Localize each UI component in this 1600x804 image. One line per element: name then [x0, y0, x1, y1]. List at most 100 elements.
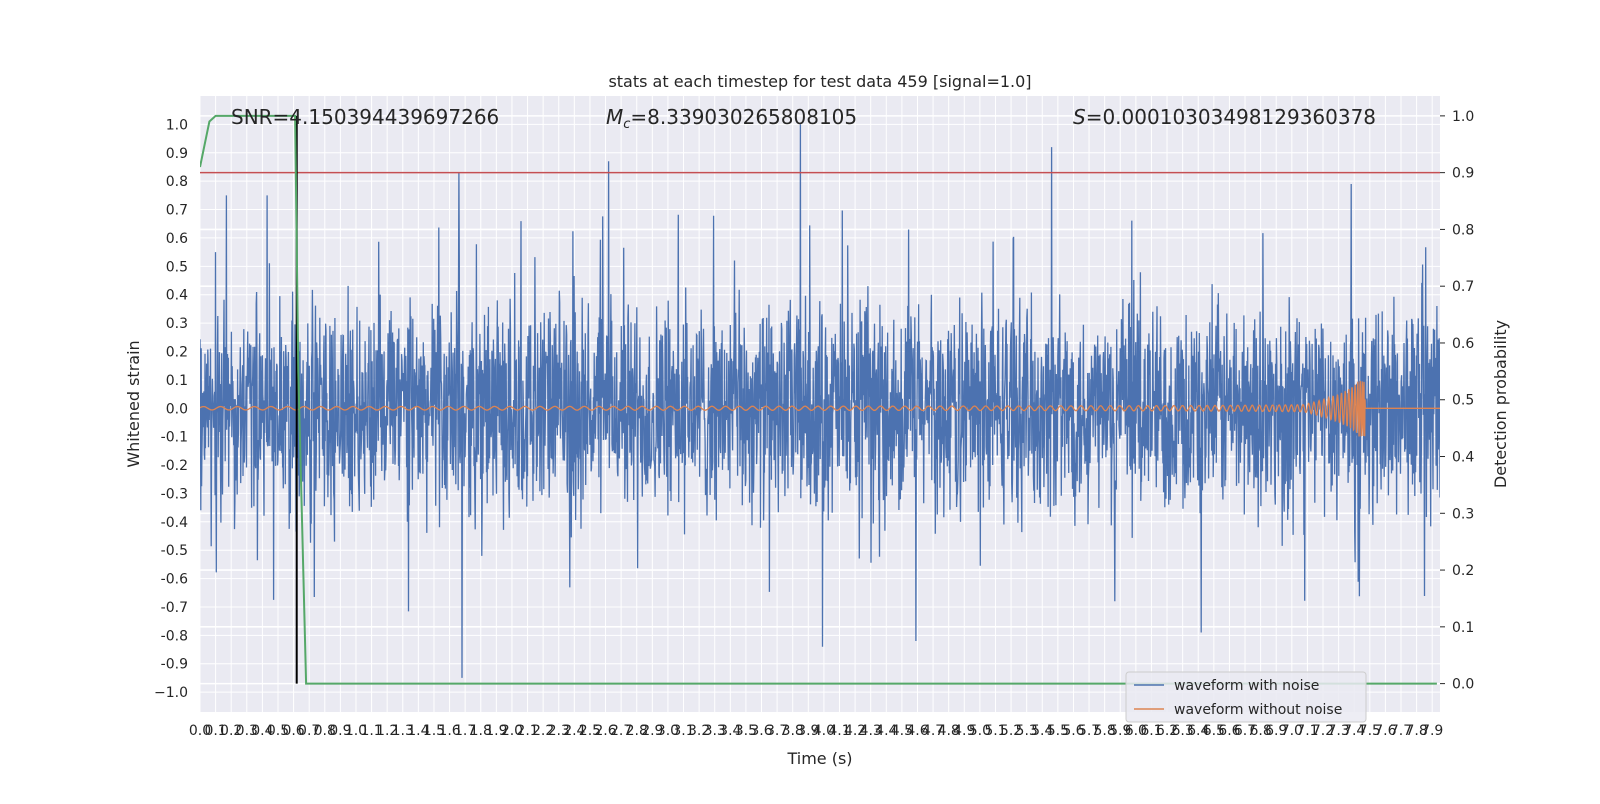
y-left-tick-label: -0.5 — [161, 543, 188, 559]
legend: waveform with noise waveform without noi… — [1125, 671, 1367, 723]
x-tick-label: 4.1 — [828, 723, 850, 739]
series-waveform-with-noise — [200, 124, 1440, 678]
x-tick-label: 5.3 — [1016, 723, 1038, 739]
y-left-tick-label: -0.6 — [161, 572, 188, 588]
x-tick-label: 5.9 — [1109, 723, 1131, 739]
x-tick-label: 5.1 — [984, 723, 1006, 739]
y-left-tick-label: −1.0 — [154, 685, 188, 701]
y-axis-left-label: Whitened strain — [124, 340, 143, 467]
x-tick-label: 0.4 — [251, 723, 273, 739]
chirp-mass-symbol: M — [606, 105, 623, 129]
x-tick-label: 1.1 — [360, 723, 382, 739]
s-annotation: S=0.00010303498129360378 — [1073, 105, 1376, 129]
y-left-tick-label: 0.5 — [166, 259, 188, 275]
x-axis-label: Time (s) — [786, 749, 852, 768]
x-tick-label: 7.4 — [1343, 723, 1365, 739]
x-tick-label: 1.8 — [470, 723, 492, 739]
x-tick-label: 7.2 — [1312, 723, 1334, 739]
x-tick-label: 3.5 — [735, 723, 757, 739]
x-tick-label: 6.4 — [1187, 723, 1209, 739]
y-left-tick-label: 0.6 — [166, 231, 188, 247]
snr-annotation: SNR=4.150394439697266 — [231, 105, 499, 129]
x-tick-label: 5.7 — [1078, 723, 1100, 739]
y-left-tick-label: 0.4 — [166, 288, 188, 304]
legend-label-without-noise: waveform without noise — [1174, 702, 1342, 718]
x-tick-label: 7.0 — [1281, 723, 1303, 739]
x-tick-label: 2.1 — [516, 723, 538, 739]
x-tick-label: 7.1 — [1296, 723, 1318, 739]
x-tick-label: 2.5 — [579, 723, 601, 739]
y-right-tick-label: 0.2 — [1452, 563, 1474, 579]
y-right-tick-label: 0.8 — [1452, 222, 1474, 238]
x-tick-label: 6.6 — [1218, 723, 1240, 739]
y-right-tick-label: 0.6 — [1452, 336, 1474, 352]
y-left-tick-label: 0.0 — [166, 401, 188, 417]
series-detection-probability — [200, 114, 1437, 685]
x-tick-label: 0.6 — [282, 723, 304, 739]
x-tick-label: 7.9 — [1421, 723, 1443, 739]
x-tick-label: 5.8 — [1094, 723, 1116, 739]
y-left-tick-label: -0.7 — [161, 600, 188, 616]
y-right-tick-label: 0.7 — [1452, 279, 1474, 295]
x-tick-label: 0.7 — [298, 723, 320, 739]
x-tick-label: 1.7 — [454, 723, 476, 739]
y-left-tick-label: 0.1 — [166, 373, 188, 389]
x-tick-label: 4.3 — [860, 723, 882, 739]
y-left-tick-label: 0.7 — [166, 203, 188, 219]
y-left-tick-label: -0.8 — [161, 628, 188, 644]
x-tick-label: 4.4 — [875, 723, 897, 739]
x-tick-label: 6.9 — [1265, 723, 1287, 739]
x-tick-label: 5.2 — [1000, 723, 1022, 739]
x-tick-label: 1.5 — [423, 723, 445, 739]
y-left-tick-label: -0.2 — [161, 458, 188, 474]
x-tick-label: 2.6 — [594, 723, 616, 739]
y-left-tick-label: 0.8 — [166, 174, 188, 190]
y-right-tick-label: 0.4 — [1452, 450, 1474, 466]
x-tick-label: 0.3 — [236, 723, 258, 739]
y-left-tick-label: -0.4 — [161, 515, 188, 531]
x-tick-label: 4.9 — [953, 723, 975, 739]
y-right-tick-label: 0.1 — [1452, 620, 1474, 636]
x-tick-label: 2.9 — [641, 723, 663, 739]
x-tick-label: 3.7 — [766, 723, 788, 739]
x-tick-label: 6.7 — [1234, 723, 1256, 739]
x-tick-label: 6.2 — [1156, 723, 1178, 739]
x-tick-label: 3.8 — [782, 723, 804, 739]
x-tick-label: 0.9 — [329, 723, 351, 739]
x-axis-ticks: 0.00.10.20.30.40.50.60.70.80.91.01.11.21… — [189, 723, 1443, 739]
series-waveform-without-noise — [200, 380, 1440, 437]
legend-box — [1125, 671, 1367, 723]
y-right-tick-label: 0.5 — [1452, 393, 1474, 409]
x-tick-label: 2.3 — [548, 723, 570, 739]
x-tick-label: 1.9 — [485, 723, 507, 739]
x-tick-label: 2.2 — [532, 723, 554, 739]
x-tick-label: 2.8 — [626, 723, 648, 739]
x-tick-label: 4.0 — [813, 723, 835, 739]
x-tick-label: 6.5 — [1203, 723, 1225, 739]
x-tick-label: 3.3 — [704, 723, 726, 739]
x-tick-label: 6.1 — [1140, 723, 1162, 739]
x-tick-label: 4.2 — [844, 723, 866, 739]
x-tick-label: 1.6 — [438, 723, 460, 739]
x-tick-label: 7.6 — [1374, 723, 1396, 739]
x-tick-label: 3.9 — [797, 723, 819, 739]
x-tick-label: 3.2 — [688, 723, 710, 739]
x-tick-label: 7.3 — [1327, 723, 1349, 739]
y-left-tick-label: 0.9 — [166, 146, 188, 162]
x-tick-label: 1.4 — [407, 723, 429, 739]
y-left-tick-label: 0.2 — [166, 344, 188, 360]
x-tick-label: 5.6 — [1062, 723, 1084, 739]
x-tick-label: 5.0 — [969, 723, 991, 739]
y-left-tick-label: 0.3 — [166, 316, 188, 332]
y-axis-right-ticks: 1.0 0.9 0.8 0.7 0.6 0.5 0.4 0.3 0.2 0.1 0.0 — [1440, 109, 1474, 693]
x-tick-label: 0.0 — [189, 723, 211, 739]
chirp-mass-annotation: Mc=8.339030265808105 — [606, 105, 857, 132]
x-tick-label: 0.1 — [204, 723, 226, 739]
x-tick-label: 4.8 — [938, 723, 960, 739]
x-tick-label: 3.1 — [672, 723, 694, 739]
x-tick-label: 0.2 — [220, 723, 242, 739]
y-axis-right-label: Detection probability — [1491, 320, 1510, 488]
x-tick-label: 1.3 — [392, 723, 414, 739]
x-tick-label: 3.4 — [719, 723, 741, 739]
